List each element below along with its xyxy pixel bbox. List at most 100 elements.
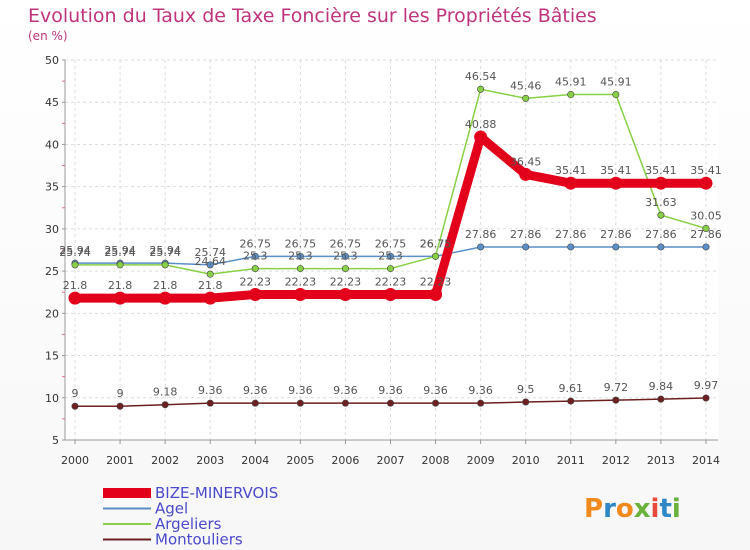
data-point-agel — [206, 261, 214, 269]
logo-letter: t — [659, 494, 671, 524]
data-label: 25.94 — [104, 244, 136, 257]
y-tick-label: 10 — [45, 392, 59, 405]
logo-letter: i — [672, 494, 681, 524]
data-point-bize-minervois — [519, 167, 533, 181]
y-tick-label: 40 — [45, 138, 59, 151]
data-label: 31.63 — [645, 196, 677, 209]
data-point-bize-minervois — [654, 176, 668, 190]
chart-subtitle: (en %) — [28, 29, 68, 43]
y-tick-label: 15 — [45, 350, 59, 363]
data-label: 9.61 — [559, 382, 584, 395]
data-point-argeliers — [251, 265, 259, 273]
data-label: 35.41 — [600, 164, 632, 177]
data-point-agel — [702, 243, 710, 251]
data-label: 9.36 — [198, 384, 223, 397]
data-point-montouliers — [206, 399, 214, 407]
data-point-agel — [386, 252, 394, 260]
x-tick-label: 2010 — [512, 454, 540, 467]
data-label: 9.36 — [423, 384, 448, 397]
data-label: 35.41 — [555, 164, 587, 177]
data-label: 25.74 — [104, 246, 136, 259]
y-tick-label: 20 — [45, 307, 59, 320]
x-tick-label: 2001 — [106, 454, 134, 467]
data-label: 27.86 — [690, 228, 722, 241]
data-point-bize-minervois — [248, 288, 262, 302]
series-layer — [68, 85, 713, 410]
data-label: 22.23 — [330, 276, 362, 289]
data-label: 25.74 — [194, 246, 226, 259]
data-label: 45.91 — [600, 76, 632, 89]
data-point-bize-minervois — [293, 288, 307, 302]
data-label: 27.86 — [465, 228, 497, 241]
data-label: 27.86 — [555, 228, 587, 241]
data-label: 22.23 — [420, 276, 452, 289]
data-point-agel — [477, 243, 485, 251]
axes: 5 10 15 20 25 30 35 40 45 50 2000 2001 2002 2003 2004 2… — [45, 54, 720, 467]
data-point-montouliers — [432, 399, 440, 407]
data-point-montouliers — [341, 399, 349, 407]
data-label: 36.45 — [510, 155, 542, 168]
data-point-argeliers — [612, 91, 620, 99]
data-point-bize-minervois — [338, 288, 352, 302]
x-tick-label: 2000 — [61, 454, 89, 467]
data-label: 25.3 — [243, 250, 268, 263]
data-point-montouliers — [612, 396, 620, 404]
data-label: 21.8 — [198, 279, 223, 292]
data-label: 9.97 — [694, 379, 719, 392]
data-point-agel — [567, 243, 575, 251]
data-label: 35.41 — [690, 164, 722, 177]
data-label: 25.3 — [333, 250, 358, 263]
x-tick-label: 2002 — [151, 454, 179, 467]
legend-label: Agel — [155, 500, 188, 518]
data-label: 45.46 — [510, 79, 542, 92]
data-point-argeliers — [296, 265, 304, 273]
data-label: 25.94 — [149, 244, 181, 257]
data-label: 25.3 — [288, 250, 313, 263]
legend-label: BIZE-MINERVOIS — [155, 484, 278, 502]
data-point-agel — [657, 243, 665, 251]
data-label: 9.36 — [378, 384, 403, 397]
data-label: 24.64 — [194, 255, 226, 268]
data-point-argeliers — [206, 270, 214, 278]
data-point-montouliers — [477, 399, 485, 407]
data-point-bize-minervois — [383, 288, 397, 302]
data-point-agel — [341, 252, 349, 260]
data-label: 30.05 — [690, 209, 722, 222]
x-tick-label: 2008 — [422, 454, 450, 467]
data-point-montouliers — [522, 398, 530, 406]
data-label: 26.75 — [420, 237, 452, 250]
data-point-montouliers — [251, 399, 259, 407]
logo-letter: o — [616, 494, 634, 524]
data-point-agel — [251, 252, 259, 260]
data-point-montouliers — [567, 397, 575, 405]
data-label: 21.8 — [108, 279, 133, 292]
data-point-bize-minervois — [609, 176, 623, 190]
y-tick-label: 30 — [45, 223, 59, 236]
data-label: 25.94 — [59, 244, 91, 257]
legend-label: Argeliers — [155, 515, 222, 533]
data-point-agel — [612, 243, 620, 251]
data-label: 40.88 — [465, 118, 497, 131]
data-label: 25.74 — [59, 246, 91, 259]
data-point-bize-minervois — [564, 176, 578, 190]
data-point-argeliers — [386, 265, 394, 273]
data-label: 9.36 — [333, 384, 358, 397]
data-point-montouliers — [116, 402, 124, 410]
data-label: 26.75 — [420, 237, 452, 250]
x-tick-label: 2007 — [376, 454, 404, 467]
data-point-montouliers — [161, 401, 169, 409]
data-point-argeliers — [161, 261, 169, 269]
data-label: 26.75 — [285, 237, 317, 250]
y-tick-label: 5 — [52, 434, 59, 447]
data-point-argeliers — [71, 261, 79, 269]
x-tick-label: 2012 — [602, 454, 630, 467]
data-label: 9.72 — [604, 381, 629, 394]
data-point-bize-minervois — [429, 288, 443, 302]
x-tick-label: 2005 — [286, 454, 314, 467]
logo-letter: x — [634, 494, 651, 524]
x-tick-label: 2011 — [557, 454, 585, 467]
data-point-bize-minervois — [699, 176, 713, 190]
data-point-argeliers — [341, 265, 349, 273]
